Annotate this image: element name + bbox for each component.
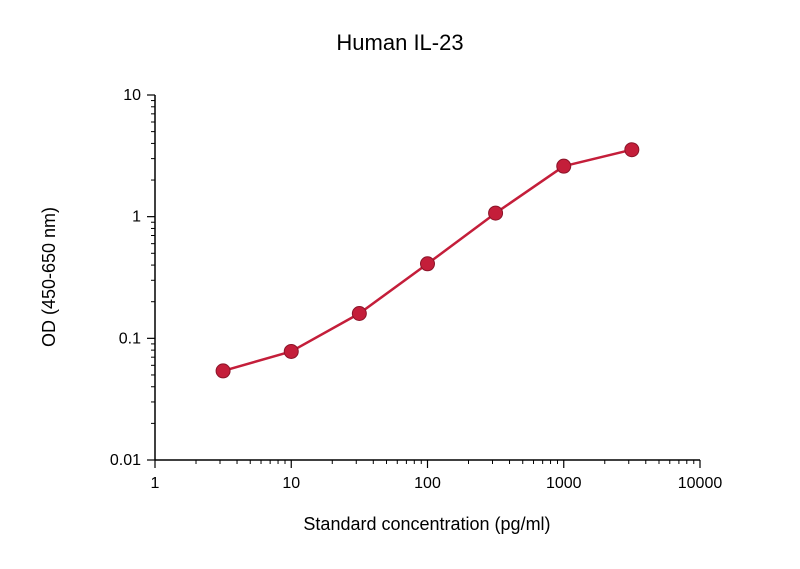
chart-svg: Human IL-23 1 10 100 1000 10000 0.01 0.1 1 10 St… (0, 0, 800, 569)
x-tick-label: 1 (151, 475, 160, 492)
x-tick-label: 10000 (678, 475, 723, 492)
x-axis-label: Standard concentration (pg/ml) (303, 514, 550, 534)
x-tick-label: 1000 (546, 475, 582, 492)
chart-title: Human IL-23 (336, 30, 463, 55)
y-tick-label: 0.01 (110, 452, 141, 469)
chart-series (216, 143, 639, 378)
y-tick-label: 10 (123, 87, 141, 104)
y-axis-label: OD (450-650 nm) (39, 207, 59, 347)
data-point (489, 206, 503, 220)
data-point (625, 143, 639, 157)
data-point (284, 344, 298, 358)
chart-container: Human IL-23 1 10 100 1000 10000 0.01 0.1 1 10 St… (0, 0, 800, 569)
data-point (216, 364, 230, 378)
data-point (557, 159, 571, 173)
data-point (352, 306, 366, 320)
x-tick-label: 10 (282, 475, 300, 492)
y-tick-label: 0.1 (119, 330, 141, 347)
y-tick-label: 1 (132, 209, 141, 226)
data-point (421, 257, 435, 271)
x-tick-label: 100 (414, 475, 441, 492)
